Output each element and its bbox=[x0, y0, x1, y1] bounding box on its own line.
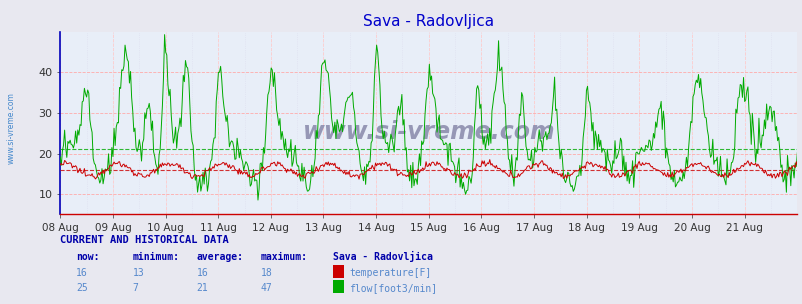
Text: www.si-vreme.com: www.si-vreme.com bbox=[6, 92, 15, 164]
Text: 21: 21 bbox=[196, 283, 209, 293]
Text: 13: 13 bbox=[132, 268, 144, 278]
Text: Sava - Radovljica: Sava - Radovljica bbox=[333, 251, 432, 262]
Text: 47: 47 bbox=[261, 283, 273, 293]
Text: 16: 16 bbox=[76, 268, 88, 278]
Text: CURRENT AND HISTORICAL DATA: CURRENT AND HISTORICAL DATA bbox=[60, 235, 229, 245]
Text: 25: 25 bbox=[76, 283, 88, 293]
Text: temperature[F]: temperature[F] bbox=[349, 268, 431, 278]
Text: www.si-vreme.com: www.si-vreme.com bbox=[302, 120, 554, 144]
Text: 7: 7 bbox=[132, 283, 138, 293]
Text: maximum:: maximum: bbox=[261, 252, 308, 262]
Text: minimum:: minimum: bbox=[132, 252, 180, 262]
Text: now:: now: bbox=[76, 252, 99, 262]
Text: 18: 18 bbox=[261, 268, 273, 278]
Title: Sava - Radovljica: Sava - Radovljica bbox=[363, 14, 494, 29]
Text: average:: average: bbox=[196, 252, 244, 262]
Text: flow[foot3/min]: flow[foot3/min] bbox=[349, 283, 437, 293]
Text: 16: 16 bbox=[196, 268, 209, 278]
